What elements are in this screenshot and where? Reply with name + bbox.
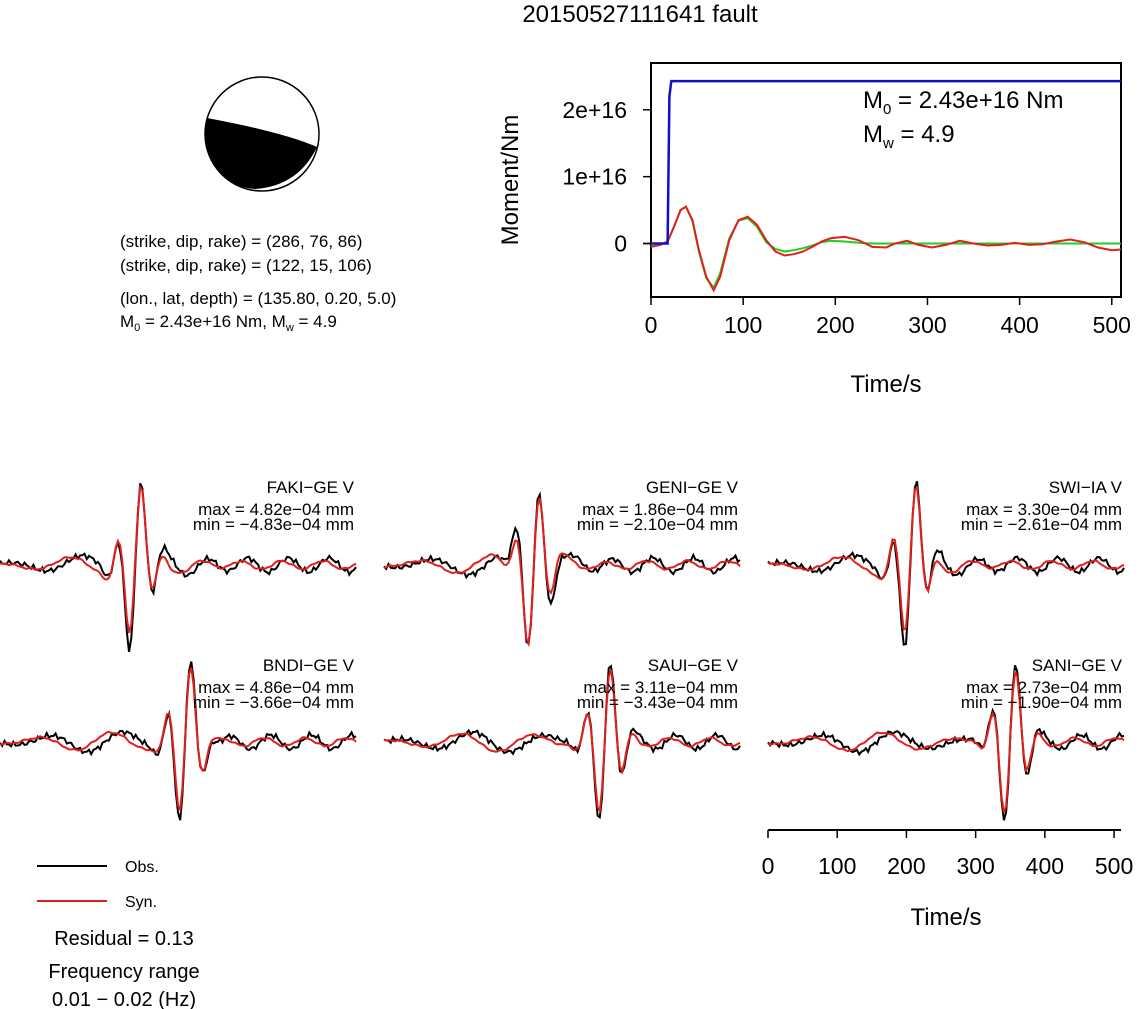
waveform-x-label: Time/s — [910, 904, 981, 931]
x-tick-label: 100 — [724, 312, 762, 338]
moment-plot: 0 100 200 300 400 500 0 1e+16 2e+16 Time/s Mome… — [497, 62, 1131, 398]
moment-y-axis: 0 1e+16 2e+16 — [562, 97, 651, 257]
trace-syn — [0, 484, 357, 634]
series-moment — [651, 79, 1121, 245]
trace-max: max = 3.30e−04 mm — [966, 500, 1122, 519]
legend: Obs. Syn. — [37, 859, 159, 911]
frequency-value: 0.01 − 0.02 (Hz) — [52, 989, 196, 1009]
x-tick-label: 100 — [818, 853, 856, 879]
x-tick-label: 200 — [816, 312, 854, 338]
station-label: SAUI−GE V — [648, 656, 739, 675]
beachball — [204, 76, 320, 192]
trace-syn — [767, 486, 1125, 632]
trace-max: max = 4.82e−04 mm — [198, 500, 354, 519]
moment-x-label: Time/s — [850, 371, 921, 398]
mw-annotation: Mw = 4.9 — [863, 121, 955, 152]
series-obs — [650, 205, 1122, 293]
frequency-label: Frequency range — [48, 961, 199, 983]
trace-min: min = −3.66e−04 mm — [193, 693, 354, 712]
moment-x-axis: 0 100 200 300 400 500 — [645, 297, 1131, 338]
x-tick-label: 500 — [1093, 312, 1131, 338]
trace-syn — [0, 667, 357, 814]
trace-obs — [767, 481, 1125, 646]
residual-text: Residual = 0.13 — [54, 928, 194, 950]
trace-obs — [383, 491, 741, 646]
x-tick-label: 500 — [1095, 853, 1133, 879]
trace-obs — [0, 661, 357, 821]
trace-min: min = −4.83e−04 mm — [193, 515, 354, 534]
station-label: SANI−GE V — [1032, 656, 1123, 675]
legend-syn-label: Syn. — [125, 894, 157, 911]
x-tick-label: 400 — [1000, 312, 1038, 338]
trace-max: max = 4.86e−04 mm — [198, 678, 354, 697]
beachball-compressional-quadrant — [205, 118, 317, 189]
station-label: SWI−IA V — [1049, 478, 1123, 497]
moment-magnitude-line: M0 = 2.43e+16 Nm, Mw = 4.9 — [120, 312, 337, 334]
trace-max: max = 2.73e−04 mm — [966, 678, 1122, 697]
trace-min: min = −2.61e−04 mm — [961, 515, 1122, 534]
moment-series-group — [650, 79, 1122, 293]
x-tick-label: 200 — [887, 853, 925, 879]
y-tick-label: 0 — [614, 231, 627, 257]
station-label: GENI−GE V — [646, 478, 739, 497]
moment-y-label: Moment/Nm — [497, 115, 524, 246]
m0-annotation: M0 = 2.43e+16 Nm — [863, 87, 1063, 118]
figure-title: 20150527111641 fault — [522, 1, 758, 28]
moment-plot-frame — [650, 62, 1122, 298]
x-tick-label: 0 — [645, 312, 658, 338]
hypocenter-line: (lon., lat, depth) = (135.80, 0.20, 5.0) — [120, 289, 396, 308]
x-tick-label: 0 — [762, 853, 775, 879]
trace-max: max = 3.11e−04 mm — [583, 678, 738, 697]
nodal-plane-1: (strike, dip, rake) = (286, 76, 86) — [120, 232, 362, 251]
nodal-plane-2: (strike, dip, rake) = (122, 15, 106) — [120, 256, 372, 275]
x-tick-label: 300 — [908, 312, 946, 338]
station-label: FAKI−GE V — [267, 478, 355, 497]
y-tick-label: 2e+16 — [562, 97, 627, 123]
waveform-x-axis: 0 100 200 300 400 500 — [762, 829, 1133, 879]
x-tick-label: 400 — [1026, 853, 1064, 879]
y-tick-label: 1e+16 — [562, 164, 627, 190]
station-label: BNDI−GE V — [263, 656, 355, 675]
trace-min: min = −3.43e−04 mm — [577, 693, 738, 712]
trace-syn — [383, 497, 741, 648]
trace-min: min = −2.10e−04 mm — [577, 515, 738, 534]
trace-obs — [0, 482, 357, 652]
trace-syn — [383, 669, 741, 814]
trace-obs — [383, 664, 741, 819]
x-tick-label: 300 — [956, 853, 994, 879]
trace-max: max = 1.86e−04 mm — [582, 500, 738, 519]
trace-min: min = −1.90e−04 mm — [961, 693, 1122, 712]
trace-syn — [767, 669, 1125, 813]
trace-obs — [767, 664, 1125, 821]
legend-obs-label: Obs. — [125, 859, 159, 876]
